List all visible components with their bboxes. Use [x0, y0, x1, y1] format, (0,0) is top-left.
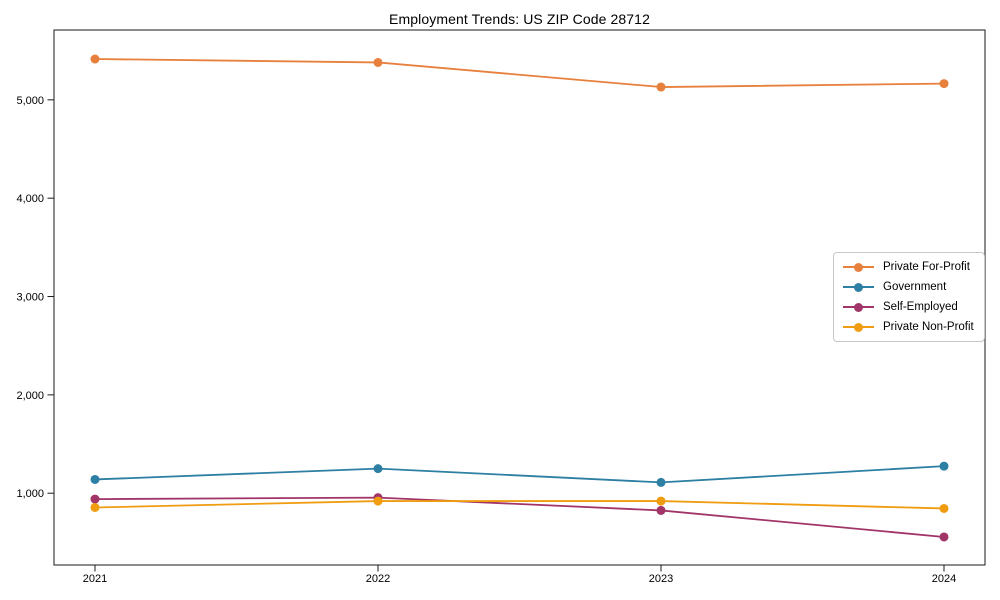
- data-point-marker: [656, 82, 666, 92]
- x-tick-label: 2022: [366, 573, 390, 585]
- x-tick-label: 2023: [649, 573, 673, 585]
- data-point-marker: [90, 474, 100, 484]
- series-line-self-employed: [94, 496, 945, 538]
- axes-frame: [53, 29, 986, 566]
- series-line-private-non-profit: [94, 500, 945, 510]
- data-point-marker: [939, 461, 949, 471]
- chart-title: Employment Trends: US ZIP Code 28712: [389, 11, 650, 27]
- legend-swatch: [843, 302, 874, 312]
- legend-label: Self-Employed: [883, 301, 958, 313]
- series-line-government: [94, 465, 945, 484]
- legend-item-private-for-profit: Private For-Profit: [840, 258, 978, 277]
- legend-label: Private Non-Profit: [883, 321, 974, 333]
- x-tick-label: 2024: [932, 573, 956, 585]
- legend-label: Private For-Profit: [883, 261, 970, 273]
- data-point-marker: [939, 79, 949, 89]
- data-point-marker: [656, 505, 666, 515]
- legend-label: Government: [883, 281, 947, 293]
- data-point-marker: [939, 532, 949, 542]
- y-tick-label: 4,000: [16, 193, 44, 205]
- data-point-marker: [373, 496, 383, 506]
- legend-swatch: [843, 322, 874, 332]
- legend-item-private-non-profit: Private Non-Profit: [840, 318, 978, 337]
- data-point-marker: [656, 496, 666, 506]
- y-tick-label: 1,000: [16, 488, 44, 500]
- legend-swatch: [843, 282, 874, 292]
- y-tick-label: 3,000: [16, 292, 44, 304]
- legend-item-self-employed: Self-Employed: [840, 298, 978, 317]
- legend-swatch: [843, 262, 874, 272]
- y-tick-label: 5,000: [16, 95, 44, 107]
- y-tick-label: 2,000: [16, 390, 44, 402]
- data-point-marker: [373, 57, 383, 67]
- series-line-private-for-profit: [94, 58, 945, 88]
- data-point-marker: [656, 477, 666, 487]
- data-point-marker: [373, 464, 383, 474]
- legend: Private For-Profit Government Self-Employe…: [833, 252, 985, 342]
- data-point-marker: [90, 502, 100, 512]
- legend-item-government: Government: [840, 278, 978, 297]
- data-point-marker: [90, 54, 100, 64]
- x-tick-label: 2021: [83, 573, 107, 585]
- data-point-marker: [939, 503, 949, 513]
- data-point-marker: [90, 494, 100, 504]
